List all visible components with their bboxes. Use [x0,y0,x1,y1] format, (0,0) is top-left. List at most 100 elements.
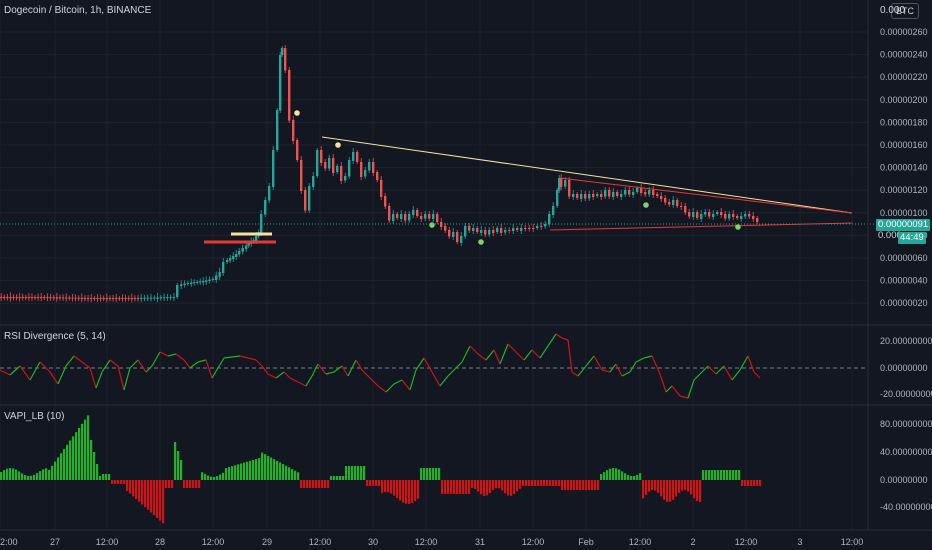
support-trendline[interactable] [549,222,853,231]
vapi-bar [432,468,435,480]
candle-body [102,298,105,299]
vapi-bar [636,474,639,480]
candle-body [111,298,115,299]
candle-body [255,236,258,241]
candle-body [118,298,121,299]
candle-body [90,298,93,299]
rsi-segment [699,365,709,375]
vapi-bar [246,461,249,480]
candle-body [744,214,747,217]
candle-body [664,198,667,203]
vapi-bar [405,480,408,504]
vapi-bar [717,470,720,480]
vapi-bar [321,480,324,488]
rsi-segment [423,357,433,373]
rsi-segment [515,351,525,361]
rsi-segment [305,375,313,387]
vapi-bar [327,480,330,488]
rsi-panel-label[interactable]: RSI Divergence (5, 14) [4,331,106,342]
candle-body [218,272,221,277]
rsi-axis-tick: 20.00000000 [880,336,932,346]
price-candles [0,45,759,303]
vapi-bar [60,453,63,480]
vapi-bar [537,480,540,486]
vapi-bar [660,480,663,497]
candle-body [404,214,407,221]
vapi-bar [459,480,462,494]
rsi-segment [39,361,51,373]
candle-body [245,245,248,249]
candle-body [424,214,427,219]
price-axis-tick: 0.00000020 [880,298,928,308]
rsi-segment [175,353,185,361]
vapi-bar [489,480,492,494]
vapi-bar [561,480,564,490]
vapi-bar [90,440,93,480]
candle-body [140,297,143,299]
candle-body [52,297,55,299]
rsi-segment [601,369,611,373]
vapi-bar [492,480,495,491]
candle-body [584,194,587,199]
vapi-bar [366,480,369,486]
vapi-bar [447,480,450,494]
vapi-bar [651,480,654,491]
rsi-axis[interactable]: 20.00000000 0.00000000 -20.00000000 [880,336,932,399]
rsi-segment [283,371,291,379]
candle-body [127,298,130,299]
rsi-segment [341,365,349,377]
candle-body [720,212,723,215]
vapi-bar [546,480,549,486]
vapi-panel-label[interactable]: VAPI_LB (10) [4,411,65,422]
vapi-bar [276,460,279,480]
rsi-segment [49,371,59,385]
vapi-axis[interactable]: 80.00000000 40.00000000 0.00000000 -40.0000… [880,419,932,512]
time-axis-tick: 31 [475,537,485,547]
vapi-bar [519,480,522,489]
vapi-bar [456,480,459,494]
vapi-bar [384,480,387,493]
rsi-segment [687,379,695,399]
vapi-bar [555,480,558,486]
resistance-trendline-extension[interactable] [559,177,853,214]
vapi-bar [471,480,474,489]
rsi-segment [369,377,379,387]
candle-body [528,228,531,229]
vapi-bar [63,449,66,480]
candle-body [632,192,635,195]
vapi-bar [639,473,642,480]
grid-lines [0,0,868,530]
price-axis[interactable]: 0.00000260 0.00000240 0.00000220 0.00000200… [880,27,928,308]
vapi-bar [3,470,6,480]
vapi-bar [615,468,618,480]
rsi-segment [393,379,403,385]
vapi-bar [567,480,570,490]
candle-body [202,281,205,283]
candle-body [516,228,519,230]
candle-body [672,200,675,205]
vapi-bar [573,480,576,490]
rsi-segment [325,371,335,375]
rsi-segment [753,371,761,379]
vapi-axis-tick: 0.00000000 [880,475,928,485]
vapi-bar [219,474,222,480]
candle-body [93,298,96,299]
time-axis[interactable]: 2:00 27 12:00 28 12:00 29 12:00 30 12:00 31 12:00 F… [0,537,863,547]
vapi-bar [69,440,72,480]
rsi-segment [123,367,131,391]
symbol-title[interactable]: Dogecoin / Bitcoin, 1h, BINANCE [4,5,152,16]
resistance-trendline[interactable] [321,136,853,214]
candle-body [420,216,423,219]
vapi-bar [648,480,651,492]
rsi-segment [679,395,689,399]
vapi-bar [51,465,54,480]
currency-badge[interactable]: BTC [891,3,919,19]
vapi-bar [501,480,504,491]
signal-dots [294,110,741,245]
time-axis-tick: 2 [690,537,695,547]
time-axis-tick: Feb [578,537,594,547]
vapi-bar [165,480,168,488]
candle-body [452,232,455,237]
vapi-bar [408,480,411,504]
